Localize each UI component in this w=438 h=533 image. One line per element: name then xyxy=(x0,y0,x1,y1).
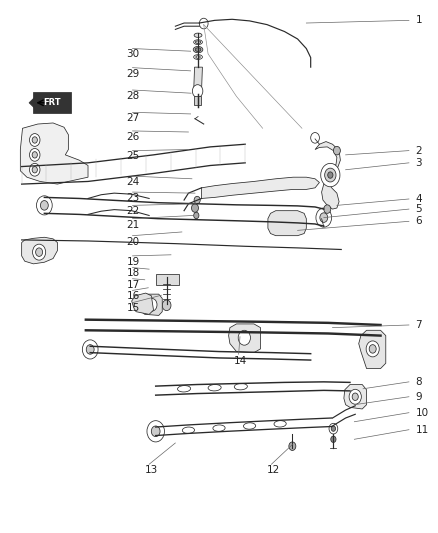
Circle shape xyxy=(35,248,42,256)
Polygon shape xyxy=(194,67,202,91)
Circle shape xyxy=(329,423,338,434)
Circle shape xyxy=(147,298,157,311)
Polygon shape xyxy=(229,324,261,353)
Circle shape xyxy=(32,137,37,143)
Text: 18: 18 xyxy=(127,269,140,278)
Circle shape xyxy=(331,426,336,431)
Text: 23: 23 xyxy=(127,193,140,203)
Ellipse shape xyxy=(182,427,194,433)
Text: 30: 30 xyxy=(127,50,140,59)
Text: 14: 14 xyxy=(234,356,247,366)
Ellipse shape xyxy=(194,33,202,37)
Text: 11: 11 xyxy=(416,425,429,435)
Circle shape xyxy=(82,340,98,359)
Circle shape xyxy=(192,85,203,98)
Text: 21: 21 xyxy=(127,220,140,230)
Circle shape xyxy=(289,442,296,450)
Circle shape xyxy=(194,212,199,219)
Circle shape xyxy=(199,18,208,29)
Circle shape xyxy=(333,147,340,155)
Circle shape xyxy=(29,164,40,176)
Text: 24: 24 xyxy=(127,177,140,187)
Circle shape xyxy=(369,345,376,353)
Circle shape xyxy=(191,204,198,212)
Circle shape xyxy=(32,244,46,260)
Text: 28: 28 xyxy=(127,91,140,101)
Text: 1: 1 xyxy=(416,15,422,26)
Ellipse shape xyxy=(194,40,202,45)
Text: 4: 4 xyxy=(416,194,422,204)
Text: 8: 8 xyxy=(416,377,422,387)
Circle shape xyxy=(320,213,328,222)
Text: 16: 16 xyxy=(127,291,140,301)
Polygon shape xyxy=(201,177,319,198)
Circle shape xyxy=(29,149,40,161)
Text: 13: 13 xyxy=(145,465,158,475)
Ellipse shape xyxy=(193,46,203,53)
Text: 22: 22 xyxy=(127,206,140,216)
Text: 27: 27 xyxy=(127,113,140,123)
Ellipse shape xyxy=(208,384,221,391)
Bar xyxy=(194,96,201,106)
Circle shape xyxy=(238,330,251,345)
Text: 3: 3 xyxy=(416,158,422,168)
Polygon shape xyxy=(359,330,386,368)
Polygon shape xyxy=(315,142,340,209)
Polygon shape xyxy=(21,237,57,264)
Text: 5: 5 xyxy=(416,204,422,214)
Text: 10: 10 xyxy=(416,408,429,418)
Text: 20: 20 xyxy=(127,237,140,247)
Text: 7: 7 xyxy=(416,320,422,330)
Ellipse shape xyxy=(213,425,225,431)
Circle shape xyxy=(325,168,336,182)
Circle shape xyxy=(352,393,358,400)
Ellipse shape xyxy=(244,423,256,429)
Text: 25: 25 xyxy=(127,151,140,161)
Ellipse shape xyxy=(195,41,201,44)
Circle shape xyxy=(316,208,332,227)
Circle shape xyxy=(151,426,160,437)
Ellipse shape xyxy=(177,385,191,392)
Text: 12: 12 xyxy=(267,465,280,475)
Circle shape xyxy=(321,164,340,187)
Text: 29: 29 xyxy=(127,69,140,78)
Circle shape xyxy=(328,172,333,178)
Text: 6: 6 xyxy=(416,216,422,227)
Text: FRT: FRT xyxy=(43,98,61,107)
Circle shape xyxy=(366,341,379,357)
Text: 9: 9 xyxy=(416,392,422,402)
Text: 17: 17 xyxy=(127,280,140,289)
Polygon shape xyxy=(155,274,179,285)
Circle shape xyxy=(29,134,40,147)
Text: 19: 19 xyxy=(127,257,140,266)
Circle shape xyxy=(40,200,48,210)
Circle shape xyxy=(349,389,361,404)
Circle shape xyxy=(162,300,171,311)
Polygon shape xyxy=(268,211,306,236)
Ellipse shape xyxy=(194,55,202,60)
Ellipse shape xyxy=(196,56,200,59)
Text: 26: 26 xyxy=(127,132,140,142)
Text: 15: 15 xyxy=(127,303,140,313)
Polygon shape xyxy=(20,123,88,184)
Text: 2: 2 xyxy=(416,146,422,156)
Ellipse shape xyxy=(274,421,286,427)
Circle shape xyxy=(36,196,52,215)
Polygon shape xyxy=(33,92,71,114)
Circle shape xyxy=(86,345,94,354)
Circle shape xyxy=(32,152,37,158)
Ellipse shape xyxy=(234,383,247,390)
Circle shape xyxy=(331,436,336,442)
Circle shape xyxy=(32,166,37,173)
Circle shape xyxy=(311,133,319,143)
Polygon shape xyxy=(344,384,367,409)
Circle shape xyxy=(324,205,331,213)
Ellipse shape xyxy=(195,48,201,52)
Ellipse shape xyxy=(193,88,202,94)
Polygon shape xyxy=(29,96,35,109)
Polygon shape xyxy=(141,294,162,316)
Circle shape xyxy=(194,196,200,204)
Circle shape xyxy=(147,421,164,442)
Polygon shape xyxy=(132,293,153,314)
